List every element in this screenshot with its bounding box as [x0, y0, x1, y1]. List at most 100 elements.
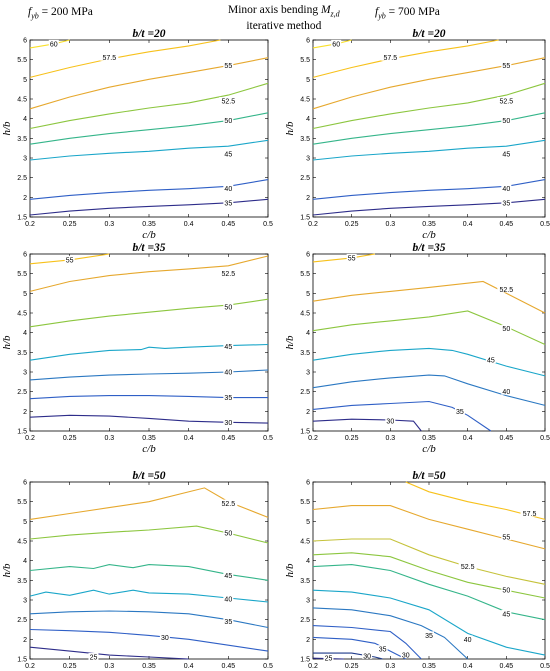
- contour-label: 50: [224, 531, 232, 538]
- contour-label-bg: [331, 39, 342, 47]
- header-left: fyb = 200 MPa: [28, 6, 93, 21]
- contour-label-bg: [223, 184, 234, 192]
- contour-line-35: [312, 607, 469, 660]
- y-tick-label: 1.5: [300, 429, 310, 436]
- contour-line-40: [29, 589, 269, 603]
- contour-label: 30: [402, 653, 410, 660]
- y-tick-label: 3: [23, 156, 27, 163]
- y-tick-label: 5.5: [17, 271, 27, 278]
- contour-label-bg: [219, 269, 238, 277]
- x-tick-label: 0.2: [308, 435, 318, 442]
- contour-label-bg: [159, 633, 170, 641]
- x-tick-label: 0.3: [385, 221, 395, 228]
- contour-label: 55: [224, 63, 232, 70]
- y-axis-label: h/b: [1, 563, 13, 578]
- y-tick-label: 3.5: [300, 578, 310, 585]
- contour-label: 60: [332, 41, 340, 48]
- x-tick-label: 0.4: [463, 221, 473, 228]
- contour-label: 45: [502, 611, 510, 618]
- contour-line-52.5: [312, 82, 546, 130]
- contour-label: 57.5: [523, 511, 537, 518]
- contour-label-bg: [223, 368, 234, 375]
- x-tick-label: 0.25: [345, 221, 359, 228]
- y-tick-label: 4.5: [300, 539, 310, 546]
- contour-label: 30: [363, 653, 371, 660]
- x-tick-label: 0.35: [142, 221, 156, 228]
- contour-line-45: [29, 564, 269, 581]
- contour-label: 45: [487, 358, 495, 365]
- x-tick-label: 0.35: [142, 663, 156, 670]
- contour-label: 52.5: [222, 501, 236, 508]
- x-tick-label: 0.45: [222, 663, 236, 670]
- contour-panel-2: 0.2 0.25 0.3 0.35 0.4 0.45 0.5 1.5 2 2.5 3 3.5 4 4.5 5…: [284, 28, 550, 241]
- x-axis-label: c/b: [422, 443, 436, 455]
- contour-line-45: [29, 343, 269, 361]
- y-axis-label: h/b: [284, 563, 296, 578]
- contour-label: 52.5: [500, 98, 514, 105]
- contour-line-40: [312, 589, 546, 656]
- y-tick-label: 3: [306, 370, 310, 377]
- contour-label: 35: [425, 633, 433, 640]
- x-tick-label: 0.5: [540, 435, 550, 442]
- x-tick-label: 0.3: [104, 663, 114, 670]
- y-tick-label: 5: [306, 77, 310, 84]
- contour-label-bg: [501, 533, 512, 541]
- contour-label: 50: [224, 305, 232, 312]
- contour-label-bg: [223, 150, 234, 158]
- y-tick-label: 4: [306, 558, 310, 565]
- panel-title: b/t =20: [412, 28, 445, 40]
- y-tick-label: 4.5: [17, 311, 27, 318]
- y-tick-label: 3.5: [17, 350, 27, 357]
- contour-line-45: [312, 139, 546, 161]
- contour-line-30: [29, 628, 269, 652]
- contour-label-bg: [501, 586, 512, 594]
- y-tick-label: 6: [306, 38, 310, 45]
- y-tick-label: 3: [306, 598, 310, 605]
- y-axis-label: h/b: [284, 335, 296, 350]
- contour-label-bg: [223, 571, 234, 579]
- y-tick-label: 2: [306, 409, 310, 416]
- contour-label-bg: [458, 562, 477, 570]
- y-tick-label: 5: [306, 291, 310, 298]
- contour-label-bg: [501, 184, 512, 192]
- contour-label: 35: [224, 201, 232, 208]
- y-tick-label: 5: [23, 291, 27, 298]
- contour-label-bg: [223, 199, 234, 207]
- header-center: Minor axis bending Mz,d iterative method: [228, 4, 340, 33]
- contour-label: 35: [456, 409, 464, 416]
- x-tick-label: 0.45: [222, 435, 236, 442]
- y-axis-label: h/b: [284, 121, 296, 136]
- contour-line-57.5: [405, 481, 546, 520]
- y-tick-label: 3.5: [300, 350, 310, 357]
- y-tick-label: 4: [23, 330, 27, 337]
- y-tick-label: 3: [306, 156, 310, 163]
- y-tick-label: 4: [23, 558, 27, 565]
- contour-label-bg: [501, 61, 512, 69]
- contour-label-bg: [462, 635, 473, 643]
- y-tick-label: 6: [23, 480, 27, 487]
- contour-label: 45: [224, 573, 232, 580]
- x-axis-label: c/b: [142, 443, 156, 455]
- y-tick-label: 1.5: [17, 657, 27, 664]
- y-tick-label: 5: [306, 519, 310, 526]
- y-tick-label: 4.5: [17, 539, 27, 546]
- panel-title: b/t =20: [132, 28, 165, 40]
- y-tick-label: 2.5: [300, 389, 310, 396]
- contour-label-bg: [501, 609, 512, 617]
- contour-label: 30: [224, 420, 232, 427]
- contour-line-45: [29, 139, 269, 161]
- y-tick-label: 5.5: [17, 499, 27, 506]
- contour-label-bg: [223, 393, 234, 401]
- x-tick-label: 0.5: [540, 663, 550, 670]
- contour-label-bg: [501, 324, 512, 332]
- y-tick-label: 5.5: [300, 271, 310, 278]
- contour-label-bg: [501, 150, 512, 158]
- y-tick-label: 5: [23, 77, 27, 84]
- x-tick-label: 0.4: [184, 221, 194, 228]
- panel-title: b/t =50: [412, 470, 445, 482]
- contour-label-bg: [223, 116, 234, 124]
- contour-label-bg: [501, 116, 512, 124]
- contour-label: 55: [348, 255, 356, 262]
- contour-label: 50: [502, 326, 510, 333]
